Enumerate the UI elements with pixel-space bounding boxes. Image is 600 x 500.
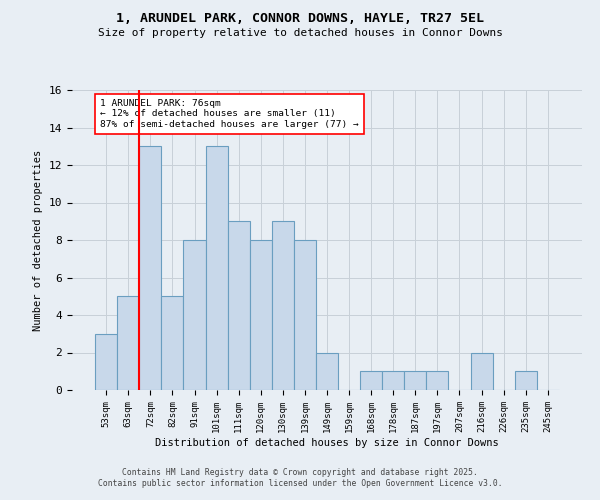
Bar	[316, 352, 338, 390]
Bar	[272, 221, 294, 390]
Y-axis label: Number of detached properties: Number of detached properties	[33, 150, 43, 330]
Bar	[117, 296, 139, 390]
Bar	[382, 371, 404, 390]
Text: Size of property relative to detached houses in Connor Downs: Size of property relative to detached ho…	[97, 28, 503, 38]
Bar	[206, 146, 227, 390]
X-axis label: Distribution of detached houses by size in Connor Downs: Distribution of detached houses by size …	[155, 438, 499, 448]
Text: 1 ARUNDEL PARK: 76sqm
← 12% of detached houses are smaller (11)
87% of semi-deta: 1 ARUNDEL PARK: 76sqm ← 12% of detached …	[100, 99, 359, 129]
Text: 1, ARUNDEL PARK, CONNOR DOWNS, HAYLE, TR27 5EL: 1, ARUNDEL PARK, CONNOR DOWNS, HAYLE, TR…	[116, 12, 484, 26]
Bar	[470, 352, 493, 390]
Bar	[184, 240, 206, 390]
Bar	[139, 146, 161, 390]
Bar	[360, 371, 382, 390]
Bar	[95, 334, 117, 390]
Bar	[250, 240, 272, 390]
Bar	[427, 371, 448, 390]
Bar	[515, 371, 537, 390]
Bar	[294, 240, 316, 390]
Bar	[404, 371, 427, 390]
Bar	[161, 296, 184, 390]
Bar	[227, 221, 250, 390]
Text: Contains HM Land Registry data © Crown copyright and database right 2025.
Contai: Contains HM Land Registry data © Crown c…	[98, 468, 502, 487]
